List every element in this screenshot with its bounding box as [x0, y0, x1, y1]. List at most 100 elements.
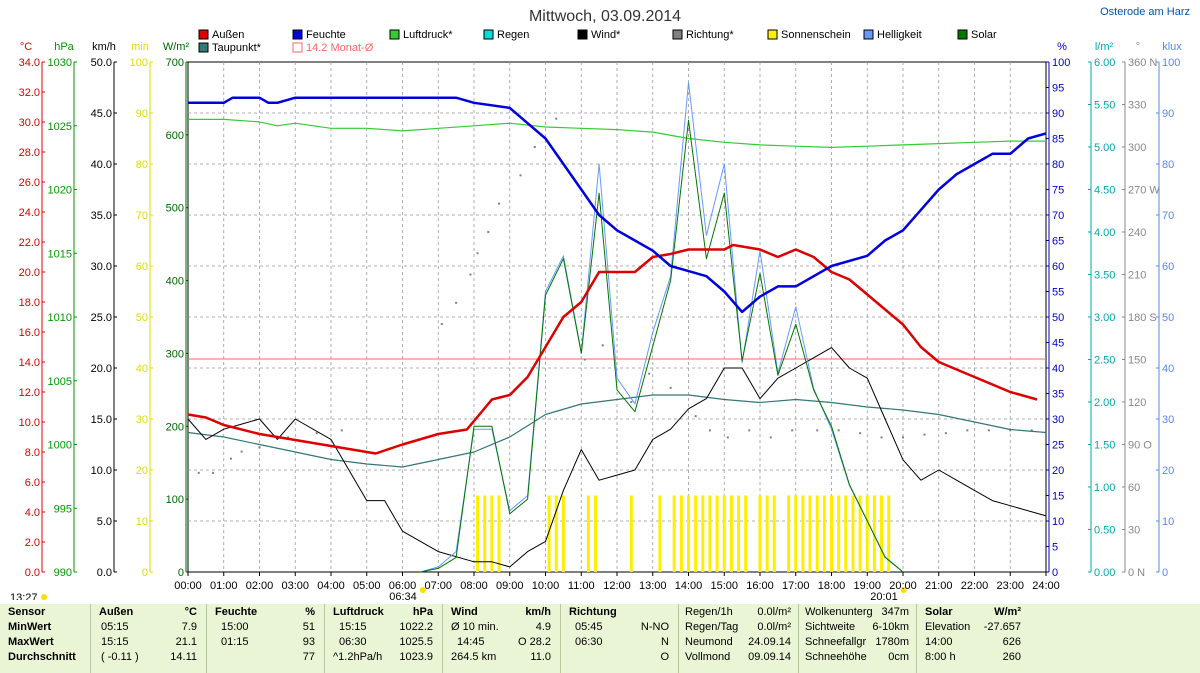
legend-label: Sonnenschein — [781, 29, 851, 41]
axis-tick-label: 22.0 — [19, 237, 40, 249]
direction-point — [902, 436, 904, 439]
axis-tick-label: 200 — [166, 421, 184, 433]
legend-item: Außen — [198, 29, 244, 41]
sunshine-bar — [561, 495, 565, 572]
stats-cell: 264.5 km — [451, 651, 497, 663]
sunshine-bar — [758, 495, 762, 572]
legend-swatch — [672, 29, 683, 40]
axis-tick-label: 0 — [142, 567, 148, 579]
series-line-wind — [187, 347, 1047, 568]
legend-swatch — [577, 29, 588, 40]
axis-tick-label: 0 — [1162, 567, 1168, 579]
sunshine-bar — [880, 495, 884, 572]
direction-point — [648, 372, 651, 375]
axis-tick-label: 1025 — [48, 121, 72, 133]
axis-unit-label: hPa — [54, 41, 74, 53]
sunshine-bar — [554, 495, 558, 572]
axis-tick-label: 5.00 — [1094, 142, 1115, 154]
axis-tick-label: 0.50 — [1094, 525, 1115, 537]
axis-tick-label: 700 — [166, 57, 184, 69]
x-tick-label: 11:00 — [568, 580, 595, 592]
x-tick-label: 17:00 — [782, 580, 810, 592]
sunshine-bar — [672, 495, 676, 572]
stats-luftdruck-title: Luftdruck — [333, 606, 384, 618]
legend-swatch — [389, 29, 400, 40]
stats-value: 347m — [881, 606, 909, 618]
axis-tick-label: 40.0 — [91, 159, 112, 171]
axis-tick-label: 6.0 — [25, 477, 40, 489]
direction-point — [487, 231, 490, 233]
axis-tick-label: 995 — [54, 503, 72, 515]
axis-tick-label: 20 — [136, 465, 148, 477]
axis-tick-label: 28.0 — [19, 147, 40, 159]
axis-tick-label: 35 — [1052, 389, 1064, 401]
direction-point — [533, 146, 536, 148]
stats-value: 21.1 — [175, 636, 197, 648]
legend-swatch — [767, 29, 778, 40]
stats-cell: Schneehöhe — [805, 651, 867, 663]
legend-item: Sonnenschein — [767, 29, 851, 41]
axis-unit-label: ° — [1136, 41, 1140, 53]
stats-cell: Ø 10 min. — [451, 621, 499, 633]
axis-tick-label: 40 — [136, 363, 148, 375]
axis-tick-label: 20 — [1052, 465, 1064, 477]
stats-cell: 15:15 — [339, 621, 367, 633]
axis-tick-label: 100 — [1052, 57, 1070, 69]
legend-swatch — [292, 42, 303, 53]
sunshine-bar — [801, 495, 805, 572]
x-tick-label: 22:00 — [961, 580, 989, 592]
axis-tick-label: 14.0 — [19, 357, 40, 369]
left-axes: °C 34.0 32.0 30.0 28.0 26.0 24.0 22.0 20.0 18.0 16… — [19, 41, 190, 579]
axis-tick-label: 20.0 — [19, 267, 40, 279]
stats-value: 09.09.14 — [748, 651, 791, 663]
axis-tick-label: 240 — [1128, 227, 1146, 239]
plot-area — [41, 81, 1047, 600]
stats-cell: 05:15 — [101, 621, 129, 633]
x-tick-label: 23:00 — [996, 580, 1024, 592]
legend-label: Richtung* — [686, 29, 734, 41]
legend-item: Luftdruck* — [389, 29, 453, 41]
axis-tick-label: 60 — [1052, 261, 1064, 273]
axis-tick-label: 30.0 — [91, 261, 112, 273]
axis-unit-label: km/h — [92, 41, 116, 53]
series-line-feuchte — [188, 96, 1047, 314]
x-tick-label: 12:00 — [603, 580, 631, 592]
legend-item: Solar — [957, 29, 997, 41]
direction-point — [455, 301, 458, 304]
stats-cell: 15:15 — [101, 636, 129, 648]
legend-item: Helligkeit — [863, 29, 922, 41]
direction-point — [944, 432, 947, 435]
axis-tick-label: 10 — [136, 516, 148, 528]
stats-row-label: MaxWert — [8, 636, 54, 648]
sunshine-bar — [490, 495, 494, 572]
right-axes: %100959085807570656055504540353025201510… — [1046, 41, 1182, 579]
stats-value: 0.0l/m² — [757, 606, 791, 618]
x-tick-label: 03:00 — [281, 580, 309, 592]
sunshine-bar — [830, 495, 833, 572]
legend-swatch — [292, 29, 303, 40]
axis-tick-label: 1015 — [48, 248, 72, 260]
axis-tick-label: 400 — [166, 276, 184, 288]
stats-wind-title: Wind — [451, 606, 478, 618]
legend-label: Außen — [212, 29, 244, 41]
x-tick-label: 16:00 — [746, 580, 774, 592]
axis-tick-label: 60 — [136, 261, 148, 273]
stats-value: 24.09.14 — [748, 636, 791, 648]
direction-point — [340, 429, 343, 432]
stats-value: 1780m — [875, 636, 909, 648]
axis-tick-label: 4.0 — [25, 507, 40, 519]
axis-tick-label: 18.0 — [19, 297, 40, 309]
axis-tick-label: 5.50 — [1094, 100, 1115, 112]
stats-value: 0.0l/m² — [757, 621, 791, 633]
stats-cell: Sichtweite — [805, 621, 856, 633]
axis-tick-label: 100 — [166, 494, 184, 506]
axis-tick-label: 360 N — [1128, 57, 1157, 69]
stats-value: 1022.2 — [399, 621, 433, 633]
x-tick-label: 10:00 — [532, 580, 560, 592]
legend-item: Wind* — [577, 29, 621, 41]
axis-unit-label: °C — [20, 41, 32, 53]
direction-point — [315, 432, 318, 435]
stats-cell: Regen/Tag — [685, 621, 739, 633]
stats-cell: 06:30 — [339, 636, 367, 648]
sunshine-bar — [679, 495, 683, 572]
